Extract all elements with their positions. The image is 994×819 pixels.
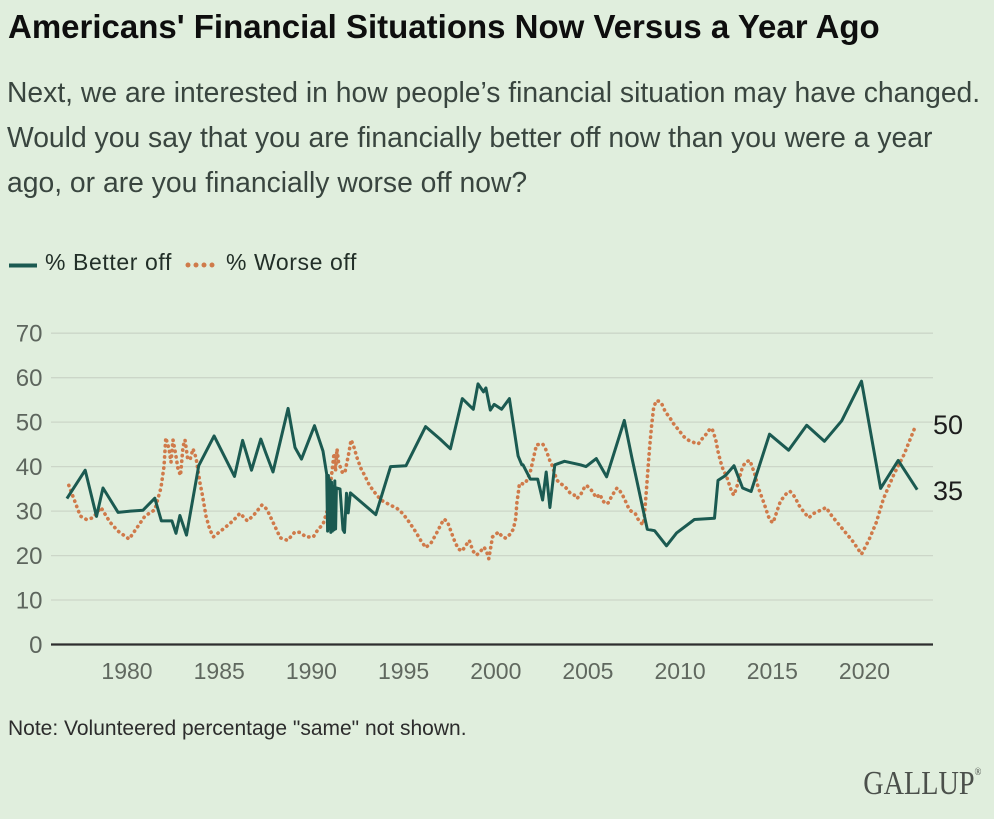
svg-text:2010: 2010: [655, 658, 706, 684]
svg-text:70: 70: [16, 321, 43, 348]
svg-text:2005: 2005: [562, 658, 613, 684]
svg-text:35: 35: [933, 476, 963, 506]
svg-text:30: 30: [16, 499, 43, 526]
svg-text:0: 0: [29, 632, 42, 659]
svg-text:10: 10: [16, 588, 43, 615]
svg-text:2000: 2000: [470, 658, 521, 684]
svg-text:50: 50: [933, 410, 963, 440]
svg-text:60: 60: [16, 365, 43, 392]
svg-text:2015: 2015: [747, 658, 798, 684]
svg-text:50: 50: [16, 410, 43, 437]
svg-text:20: 20: [16, 543, 43, 570]
svg-text:1980: 1980: [101, 658, 152, 684]
svg-text:1995: 1995: [378, 658, 429, 684]
svg-text:1990: 1990: [286, 658, 337, 684]
svg-text:1985: 1985: [194, 658, 245, 684]
svg-text:40: 40: [16, 454, 43, 481]
svg-text:2020: 2020: [839, 658, 890, 684]
